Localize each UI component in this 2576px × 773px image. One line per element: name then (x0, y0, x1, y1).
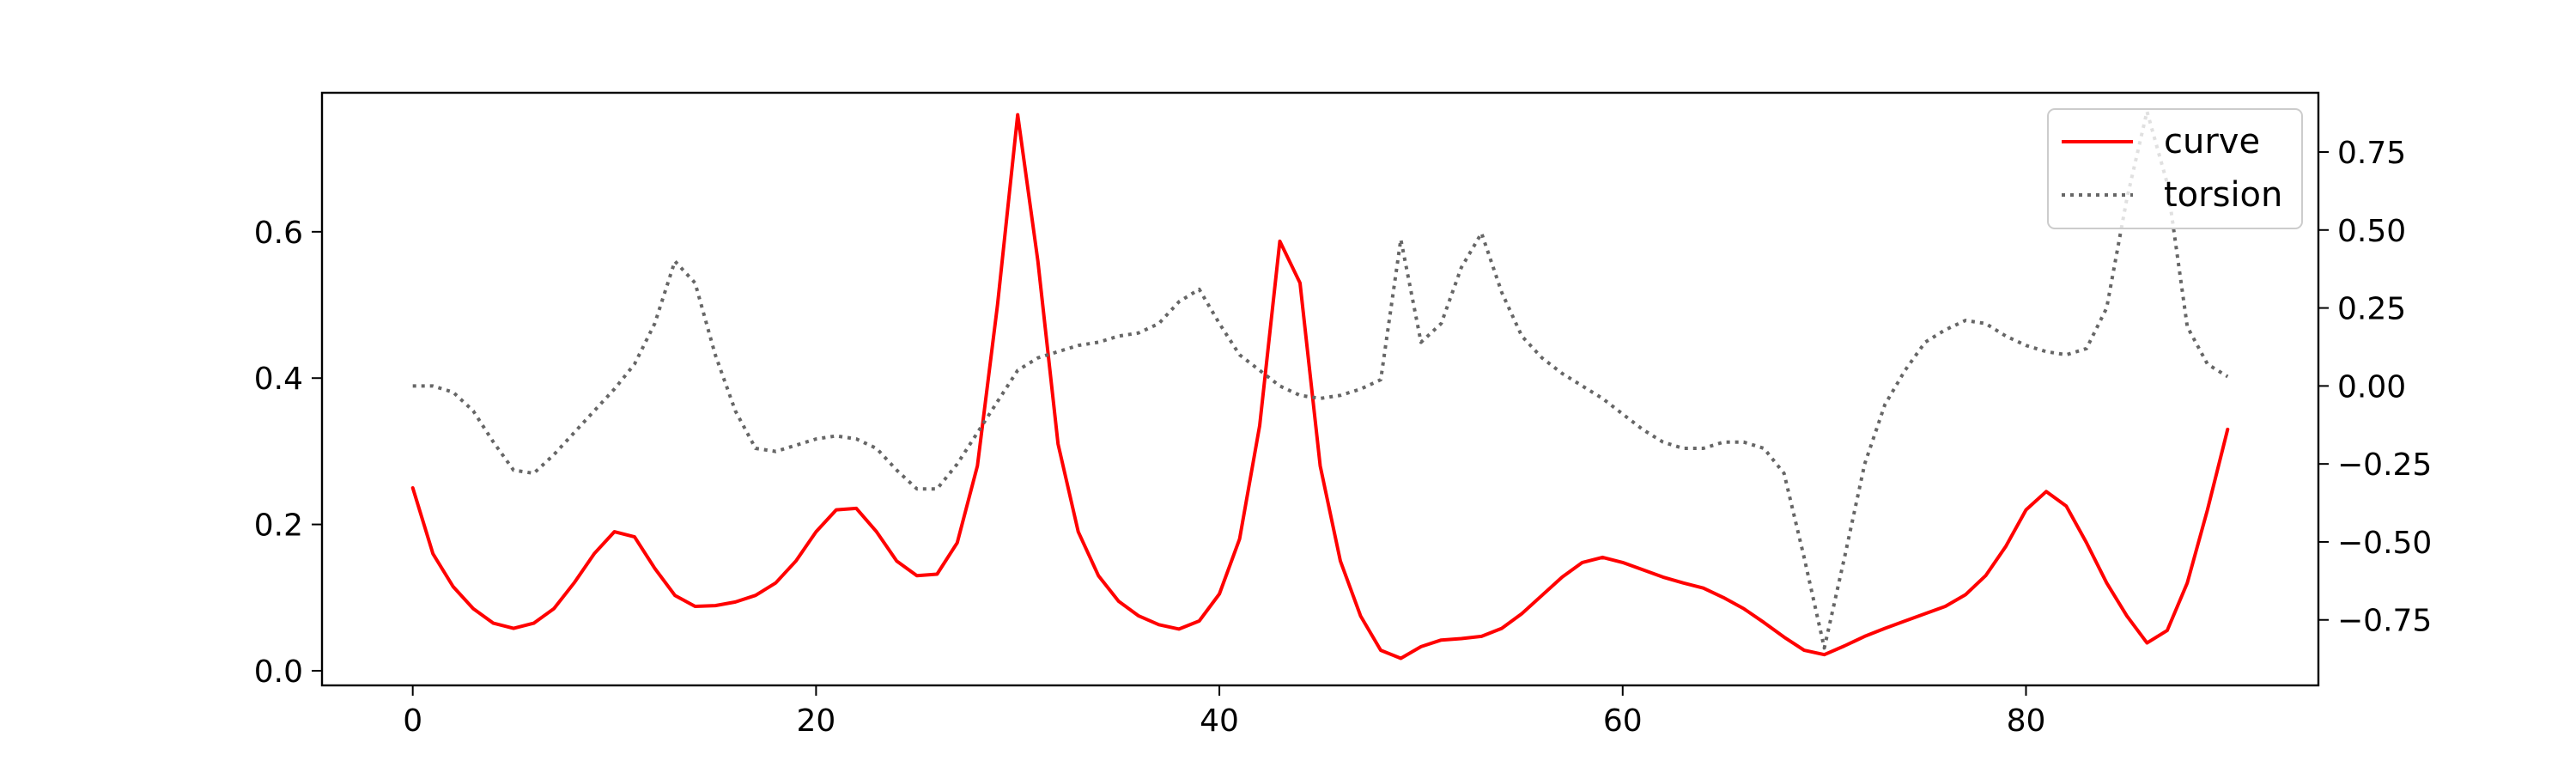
right-y-tick-label-0.50: 0.50 (2337, 214, 2406, 249)
axes-frame (320, 91, 2320, 687)
right-y-axis: −0.75 −0.50 −0.25 0.00 0.25 0.50 0.75 (2318, 136, 2432, 639)
series-line-torsion (412, 109, 2229, 650)
x-tick-label-60: 60 (1603, 703, 1643, 739)
right-y-tick-label-0.75: 0.75 (2337, 136, 2406, 171)
x-tick-label-40: 40 (1200, 703, 1239, 739)
left-y-axis: 0.0 0.2 0.4 0.6 (254, 216, 322, 690)
x-tick-label-20: 20 (796, 703, 835, 739)
right-y-tick-label-0.25: 0.25 (2337, 292, 2406, 327)
series-layer (410, 109, 2230, 660)
x-tick-label-80: 80 (2007, 703, 2046, 739)
right-y-tick-label-−0.75: −0.75 (2337, 604, 2432, 639)
series-line-curve (410, 113, 2230, 660)
legend-label-curve: curve (2164, 122, 2260, 161)
legend-box (2047, 108, 2303, 229)
left-y-tick-label-0.2: 0.2 (254, 508, 303, 544)
left-y-tick-label-0.6: 0.6 (254, 216, 303, 251)
right-y-tick-label-−0.50: −0.50 (2337, 526, 2432, 561)
right-y-tick-label-0.00: 0.00 (2337, 369, 2406, 405)
legend: curve torsion (2047, 108, 2303, 229)
x-tick-label-0: 0 (403, 703, 422, 739)
plot-area-border (320, 91, 2320, 687)
right-y-tick-label-−0.25: −0.25 (2337, 447, 2432, 483)
x-axis: 0 20 40 60 80 (403, 685, 2045, 739)
legend-label-torsion: torsion (2164, 175, 2282, 215)
left-y-tick-label-0.4: 0.4 (254, 362, 303, 397)
left-y-tick-label-0.0: 0.0 (254, 654, 303, 690)
